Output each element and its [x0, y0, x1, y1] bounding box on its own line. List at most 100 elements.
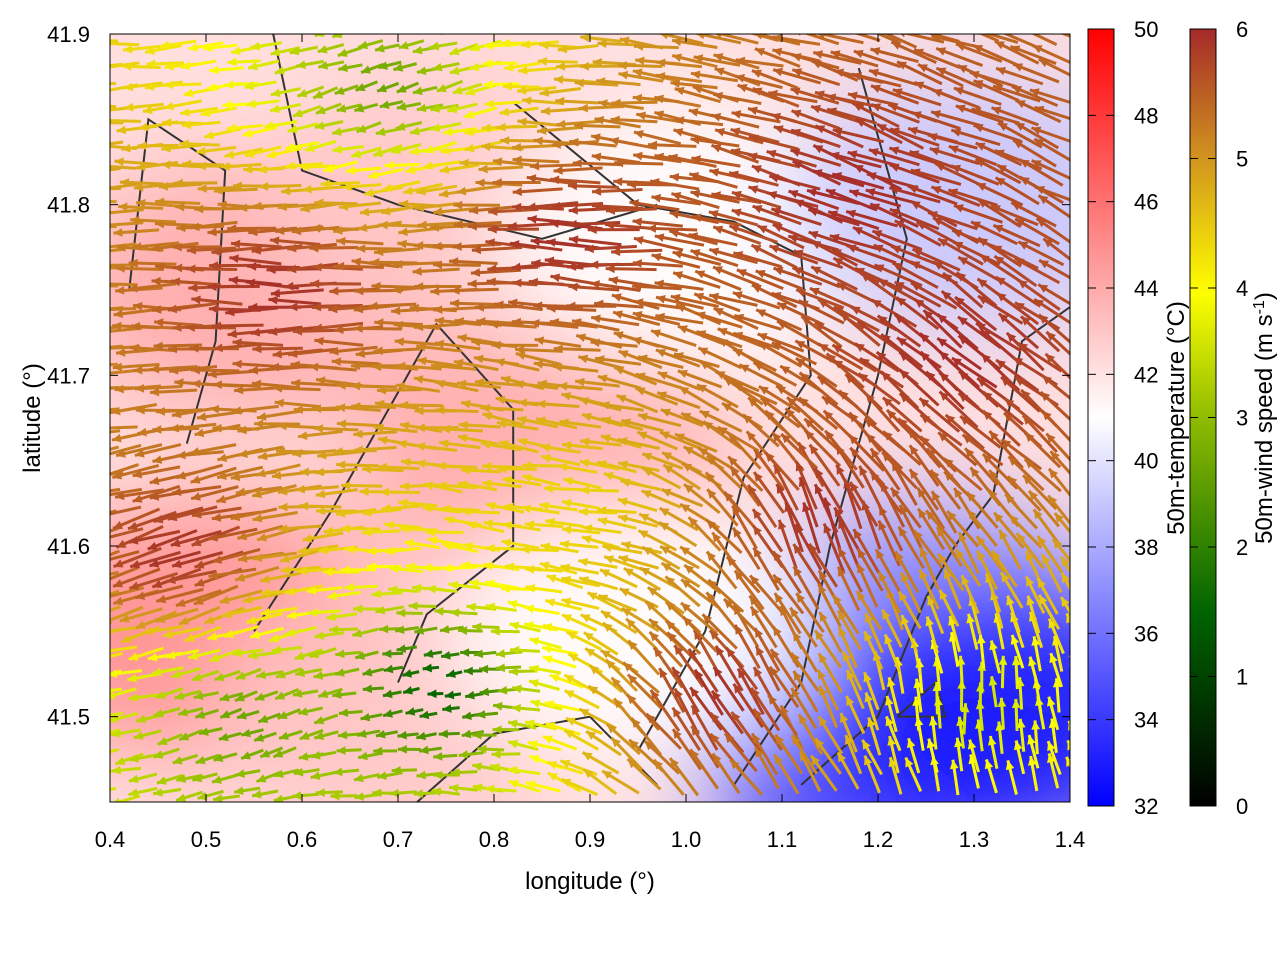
wind-arrow	[110, 443, 142, 456]
wind-arrow	[135, 160, 179, 172]
y-tick-label: 41.8	[47, 193, 90, 218]
wind-arrow	[1045, 432, 1070, 462]
wind-arrow	[209, 648, 240, 663]
wind-arrow	[549, 318, 599, 329]
wind-arrow	[355, 80, 378, 92]
wind-arrow	[186, 245, 237, 255]
wind-arrow	[273, 768, 300, 779]
wind-arrow	[525, 780, 561, 793]
wind-arrow	[230, 239, 282, 249]
wind-arrow	[672, 271, 721, 289]
wind-arrow	[856, 562, 879, 608]
wind-arrow	[906, 427, 942, 469]
wind-arrow	[468, 579, 503, 589]
wind-arrow	[336, 103, 362, 113]
wind-arrow	[708, 209, 758, 227]
wind-arrow	[818, 611, 843, 654]
wind-arrow	[396, 81, 420, 94]
wind-arrow	[115, 264, 164, 273]
wind-arrow	[458, 750, 484, 759]
wind-arrow	[439, 439, 481, 450]
wind-arrow	[297, 429, 343, 440]
wind-arrow	[849, 481, 879, 527]
wind-arrow	[485, 602, 517, 613]
wind-arrow	[353, 604, 383, 614]
wind-arrow	[752, 361, 798, 387]
wind-arrow	[110, 605, 122, 613]
wind-arrow	[790, 734, 819, 775]
wind-arrow	[314, 631, 345, 640]
wind-arrow	[313, 730, 339, 741]
wind-arrow	[539, 19, 578, 28]
wind-arrow	[477, 744, 505, 754]
wind-arrow	[777, 519, 798, 570]
wind-arrow	[567, 181, 619, 191]
wind-arrow	[792, 543, 823, 588]
wind-arrow	[234, 690, 258, 703]
temperature-colorbar-tick-label: 50	[1134, 17, 1158, 42]
wind-arrow	[615, 394, 659, 414]
temperature-colorbar-tick-label: 44	[1134, 276, 1158, 301]
wind-arrow	[802, 501, 821, 554]
wind-arrow	[540, 453, 581, 467]
wind-arrow	[110, 306, 137, 311]
wind-arrow	[651, 193, 702, 206]
wind-arrow	[552, 363, 599, 373]
wind-arrow	[946, 510, 980, 548]
wind-arrow	[1051, 538, 1070, 563]
wind-arrow	[155, 687, 184, 700]
wind-arrow	[313, 424, 359, 433]
wind-arrow	[460, 648, 481, 657]
wind-arrow	[877, 571, 901, 614]
wind-arrow	[881, 451, 918, 490]
wind-arrow	[415, 442, 458, 452]
wind-arrow	[599, 400, 644, 412]
wind-arrow	[597, 39, 641, 48]
wind-arrow	[258, 182, 302, 191]
wind-arrow	[578, 557, 618, 569]
wind-arrow	[415, 423, 459, 433]
wind-arrow	[705, 518, 743, 554]
wind-arrow	[337, 46, 363, 57]
wind-arrow	[194, 708, 219, 719]
wind-arrow	[267, 325, 320, 336]
temperature-colorbar-tick-label: 32	[1134, 794, 1158, 819]
wind-arrow	[870, 298, 918, 328]
wind-arrow	[494, 300, 543, 312]
wind-arrow	[172, 242, 222, 252]
wind-arrow	[919, 435, 958, 473]
wind-arrow	[999, 571, 1024, 609]
wind-arrow	[729, 758, 764, 796]
wind-arrow	[219, 691, 244, 702]
wind-arrow	[655, 295, 704, 310]
wind-arrow	[560, 563, 600, 575]
wind-arrow	[423, 141, 457, 154]
wind-arrow	[997, 121, 1043, 149]
wind-arrow	[693, 292, 741, 313]
wind-arrow	[137, 141, 179, 151]
wind-arrow	[507, 719, 537, 730]
temperature-colorbar-tick-label: 38	[1134, 535, 1158, 560]
wind-arrow	[690, 249, 739, 268]
wind-arrow	[256, 670, 283, 680]
wind-arrow	[899, 571, 922, 614]
wind-arrow	[110, 326, 143, 333]
wind-arrow	[974, 157, 1022, 185]
wind-arrow	[190, 220, 238, 232]
wind-arrow	[545, 517, 584, 528]
wind-arrow	[1049, 450, 1070, 476]
wind-arrow	[128, 693, 159, 702]
wind-arrow	[752, 471, 786, 514]
wind-arrow	[773, 592, 802, 635]
wind-arrow	[110, 463, 139, 476]
wind-arrow	[929, 147, 980, 166]
wind-arrow	[568, 235, 622, 247]
wind-arrow	[610, 736, 644, 771]
wind-arrow	[863, 671, 880, 711]
wind-arrow	[278, 729, 303, 740]
wind-arrow	[1023, 458, 1062, 493]
wind-arrow	[412, 85, 438, 96]
wind-arrow	[581, 535, 620, 550]
wind-arrow	[791, 630, 819, 673]
wind-arrow	[987, 735, 999, 769]
